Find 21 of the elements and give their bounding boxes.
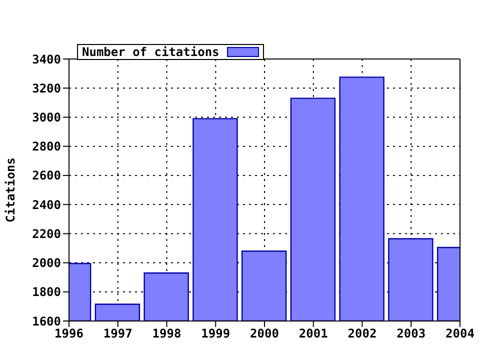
y-tick-label: 3000 [32, 110, 61, 124]
legend-label: Number of citations [82, 45, 220, 59]
x-tick-label: 2002 [348, 326, 377, 341]
y-tick-label: 2800 [32, 140, 61, 154]
x-tick-label: 1999 [201, 326, 230, 341]
x-tick-label: 1996 [54, 326, 84, 341]
x-tick-label: 2003 [396, 326, 426, 341]
y-tick-label: 1800 [32, 285, 61, 300]
y-tick-label: 2600 [32, 168, 61, 183]
x-tick-label: 2004 [446, 326, 474, 341]
y-tick-label: 3400 [32, 52, 61, 66]
x-tick-label: 1998 [152, 326, 182, 341]
y-axis-title: Citations [3, 157, 18, 223]
y-tick-label: 1600 [32, 314, 61, 328]
y-tick-label: 2000 [32, 256, 61, 270]
x-tick-label: 2000 [250, 326, 279, 341]
x-tick-label: 2001 [298, 326, 328, 341]
x-tick-label: 1997 [103, 326, 132, 341]
y-tick-label: 2200 [32, 226, 61, 241]
y-tick-label: 3200 [32, 81, 61, 96]
y-tick-label: 2400 [32, 198, 61, 212]
